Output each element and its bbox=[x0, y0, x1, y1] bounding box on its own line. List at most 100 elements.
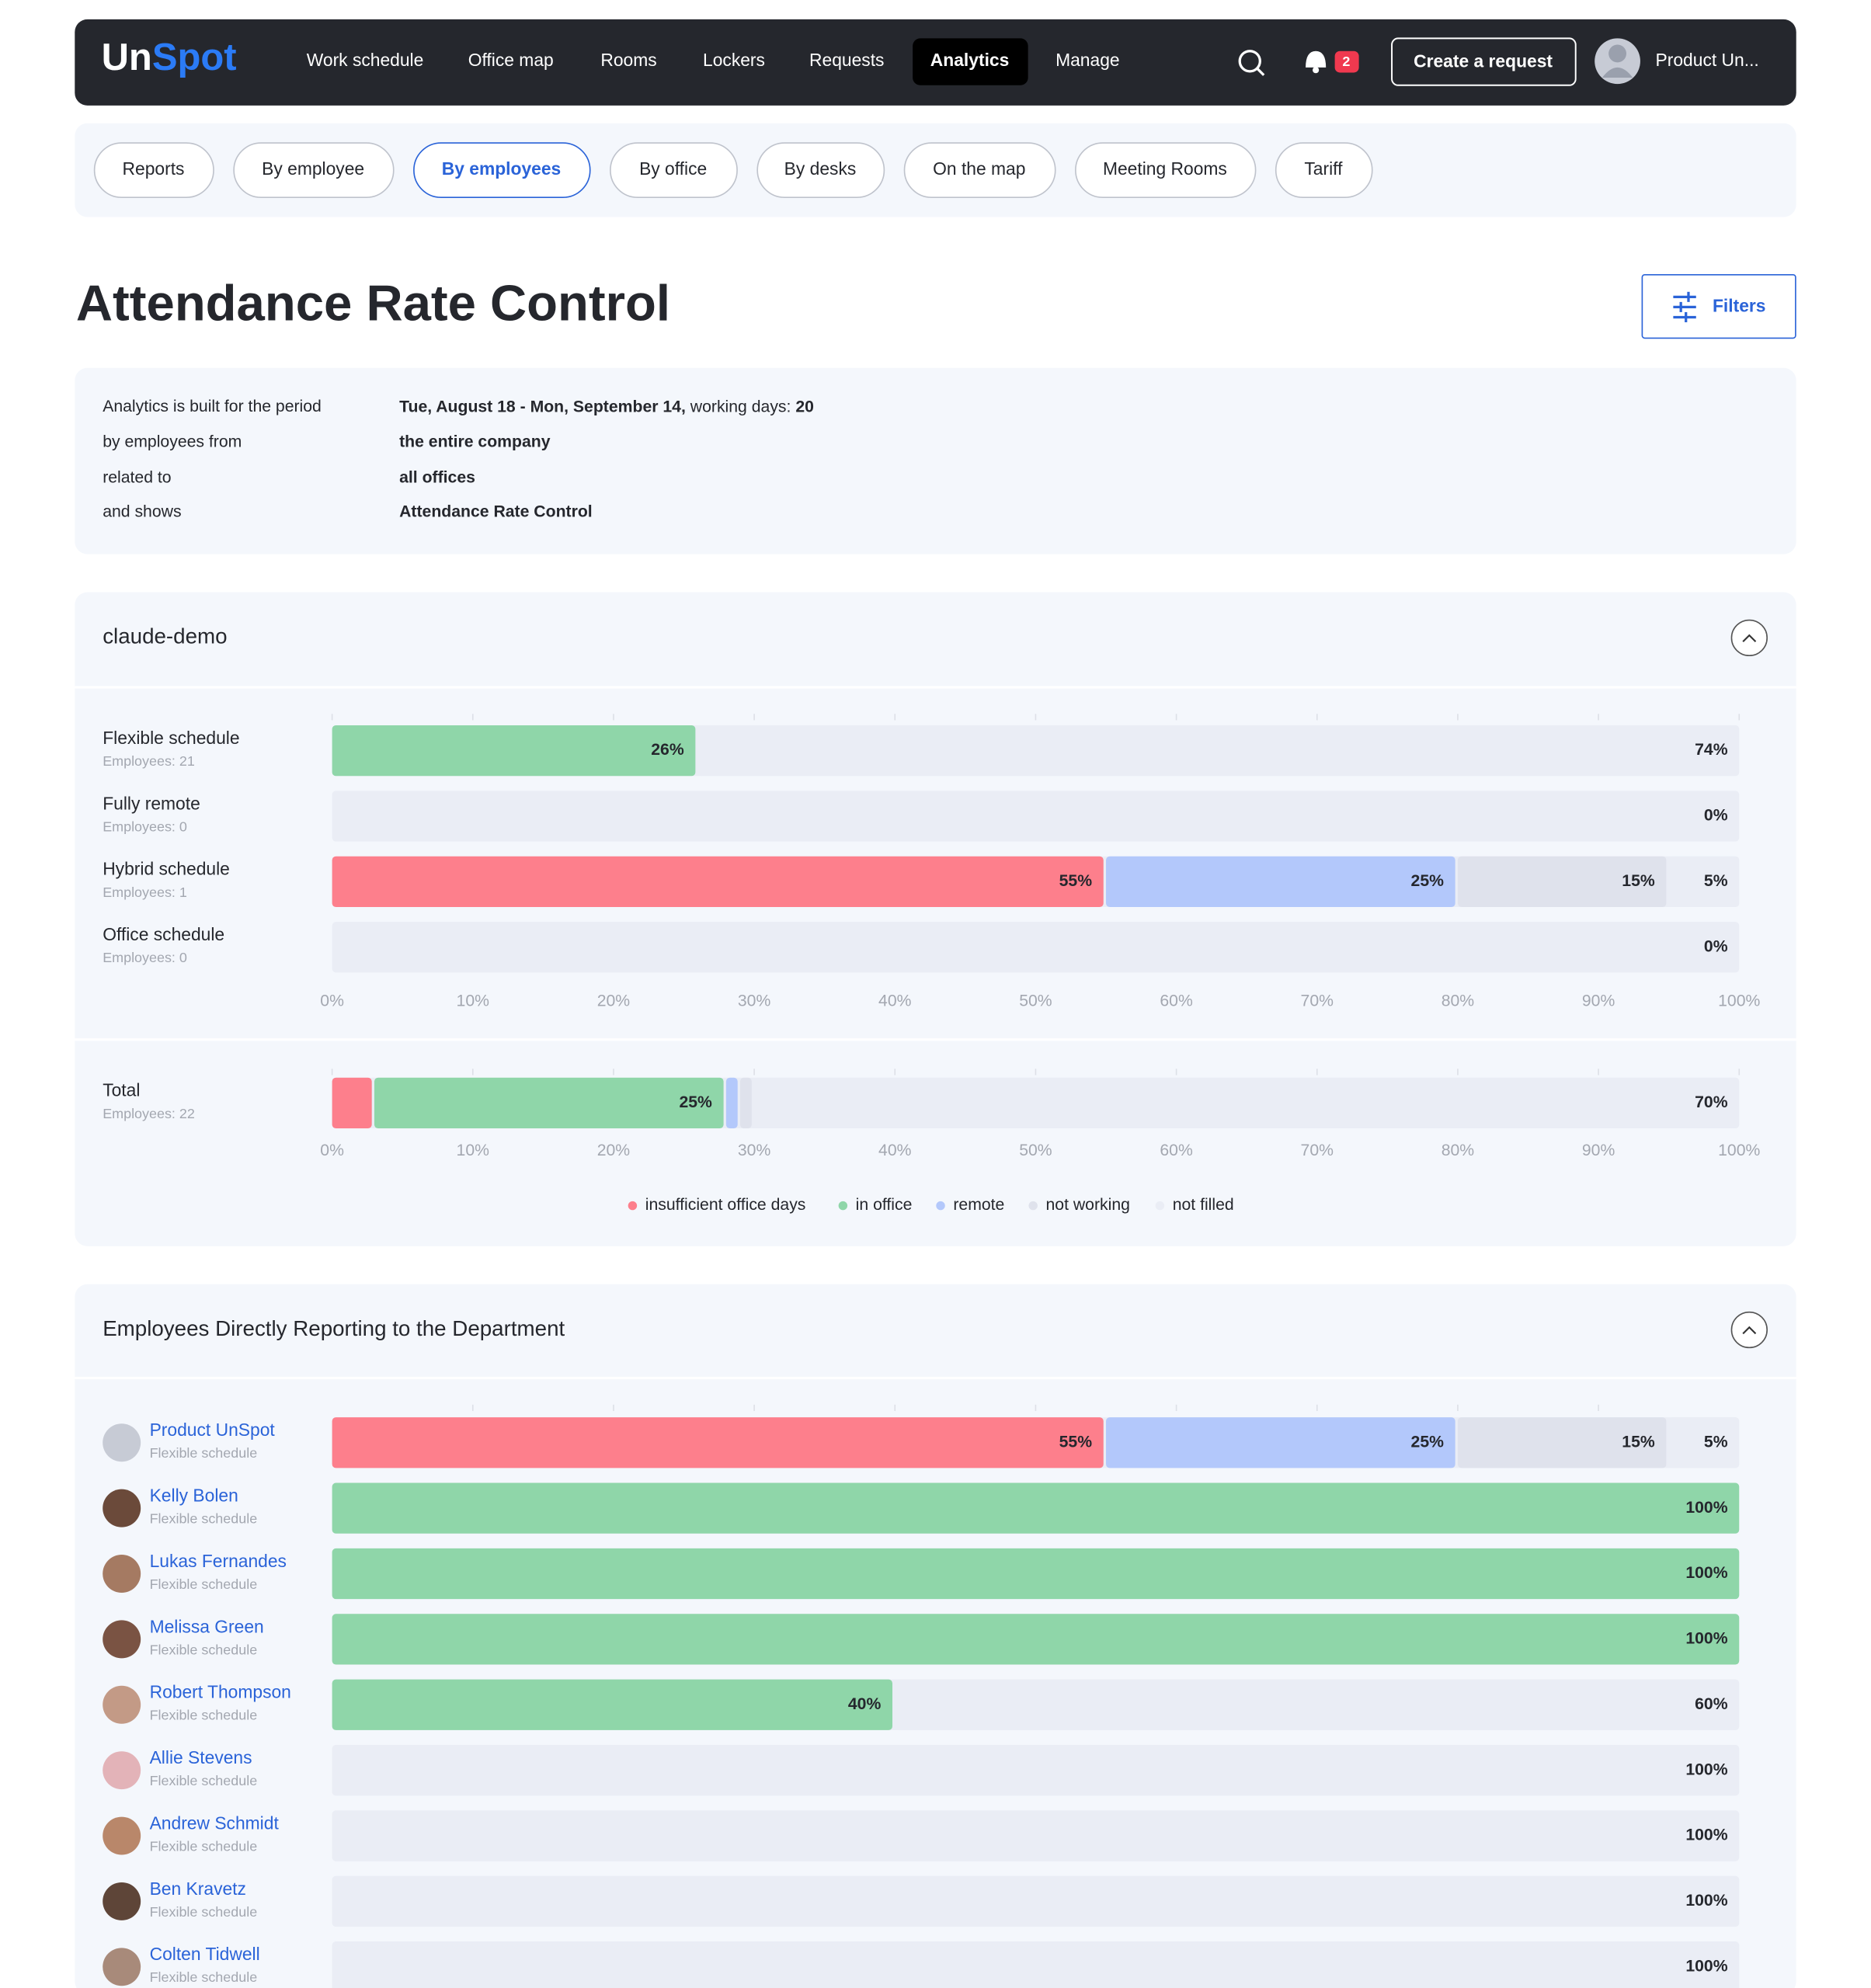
nav-item[interactable]: Manage bbox=[1055, 50, 1120, 70]
category-label[interactable]: Ben Kravetz bbox=[150, 1879, 246, 1899]
legend-label: insufficient office days bbox=[645, 1196, 806, 1214]
nav-item[interactable]: Requests bbox=[809, 50, 884, 70]
bar-segment bbox=[332, 1548, 1740, 1600]
tab[interactable] bbox=[413, 142, 591, 199]
x-tick-label: 40% bbox=[878, 1142, 912, 1159]
tab[interactable] bbox=[1275, 142, 1373, 199]
avatar bbox=[103, 1555, 141, 1594]
nav-item[interactable]: Work schedule bbox=[307, 50, 424, 70]
category-label[interactable]: Allie Stevens bbox=[150, 1747, 252, 1767]
create-button[interactable] bbox=[1391, 37, 1577, 86]
avatar bbox=[103, 1423, 141, 1462]
avatar bbox=[103, 1489, 141, 1527]
bell-icon[interactable] bbox=[1306, 50, 1327, 74]
tab[interactable] bbox=[233, 142, 395, 199]
value-label: 26% bbox=[651, 741, 684, 759]
x-tick-label: 10% bbox=[457, 992, 490, 1010]
category-note: Flexible schedule bbox=[150, 1642, 258, 1657]
logo-spot: Spot bbox=[152, 36, 237, 78]
nav-item[interactable]: Office map bbox=[468, 50, 554, 70]
tab[interactable] bbox=[610, 142, 738, 199]
legend-label: not filled bbox=[1173, 1196, 1234, 1214]
category-note: Employees: 22 bbox=[103, 1106, 195, 1121]
working-days: 20 bbox=[795, 398, 814, 415]
x-tick-label: 40% bbox=[878, 992, 912, 1010]
value-label: 0% bbox=[1704, 937, 1728, 955]
tab[interactable] bbox=[93, 142, 214, 199]
tab-label: By employee bbox=[262, 158, 364, 179]
divider bbox=[75, 686, 1796, 689]
logo[interactable]: UnSpot bbox=[102, 36, 237, 78]
value-label: 60% bbox=[1695, 1695, 1728, 1713]
category-label[interactable]: Colten Tidwell bbox=[150, 1944, 260, 1964]
category-label[interactable]: Melissa Green bbox=[150, 1616, 264, 1636]
value-label: 74% bbox=[1695, 741, 1728, 759]
nav-item[interactable]: Lockers bbox=[703, 50, 765, 70]
legend-swatch bbox=[1028, 1201, 1038, 1211]
value-label: 100% bbox=[1685, 1892, 1727, 1910]
x-tick-label: 100% bbox=[1718, 992, 1760, 1010]
tab[interactable] bbox=[903, 142, 1056, 199]
category-note: Flexible schedule bbox=[150, 1904, 258, 1920]
active-nav-bg bbox=[913, 38, 1028, 85]
category-label: Total bbox=[103, 1080, 140, 1100]
value-label: 0% bbox=[1704, 807, 1728, 825]
tab[interactable] bbox=[1075, 142, 1257, 199]
x-tick-label: 10% bbox=[457, 1142, 490, 1159]
summary-value: all offices bbox=[399, 468, 475, 486]
value-label: 15% bbox=[1622, 872, 1655, 890]
tab-label: Tariff bbox=[1304, 158, 1343, 179]
x-tick-label: 50% bbox=[1019, 992, 1052, 1010]
nav-item[interactable]: Rooms bbox=[600, 50, 656, 70]
filters-icon bbox=[1673, 291, 1696, 322]
filters-label: Filters bbox=[1713, 295, 1766, 315]
bar-segment bbox=[1106, 856, 1455, 908]
value-label: 70% bbox=[1695, 1093, 1728, 1111]
user-name[interactable]: Product Un... bbox=[1656, 50, 1759, 70]
category-note: Employees: 0 bbox=[103, 950, 187, 965]
bar-segment bbox=[739, 1077, 752, 1129]
create-button-label: Create a request bbox=[1414, 50, 1553, 71]
bar-segment bbox=[332, 1614, 1740, 1665]
summary-box bbox=[75, 367, 1796, 554]
x-tick-label: 0% bbox=[320, 1142, 344, 1159]
tab-label: By office bbox=[639, 158, 707, 179]
bar-segment bbox=[332, 1482, 1740, 1534]
summary-label: and shows bbox=[103, 502, 181, 520]
working-days-label: working days: bbox=[690, 398, 791, 415]
bar-segment bbox=[1457, 1417, 1667, 1468]
avatar bbox=[103, 1685, 141, 1724]
value-label: 100% bbox=[1685, 1564, 1727, 1582]
x-tick-label: 70% bbox=[1301, 1142, 1334, 1159]
category-label[interactable]: Product UnSpot bbox=[150, 1420, 276, 1440]
category-label[interactable]: Lukas Fernandes bbox=[150, 1551, 287, 1571]
bar-segment bbox=[332, 1679, 893, 1730]
bar-segment bbox=[332, 1417, 1104, 1468]
category-label[interactable]: Robert Thompson bbox=[150, 1682, 291, 1702]
bar-segment bbox=[374, 1077, 724, 1129]
search-icon[interactable] bbox=[1238, 50, 1265, 76]
nav-item[interactable]: Analytics bbox=[930, 50, 1010, 70]
category-note: Flexible schedule bbox=[150, 1708, 258, 1723]
value-label: 55% bbox=[1059, 1433, 1093, 1451]
filters-button[interactable] bbox=[1641, 273, 1796, 339]
tab[interactable] bbox=[756, 142, 885, 199]
bar-segment bbox=[332, 1875, 1740, 1927]
collapse-button[interactable] bbox=[1730, 619, 1768, 657]
category-label[interactable]: Kelly Bolen bbox=[150, 1485, 238, 1505]
x-tick-label: 90% bbox=[1582, 1142, 1615, 1159]
category-label: Hybrid schedule bbox=[103, 859, 230, 879]
bar-segment bbox=[1668, 856, 1740, 908]
user-avatar[interactable] bbox=[1595, 38, 1640, 85]
x-tick-label: 80% bbox=[1442, 992, 1475, 1010]
avatar bbox=[103, 1948, 141, 1986]
category-label[interactable]: Andrew Schmidt bbox=[150, 1812, 280, 1833]
collapse-button[interactable] bbox=[1730, 1311, 1768, 1349]
avatar bbox=[103, 1620, 141, 1659]
badge bbox=[1334, 50, 1359, 73]
tab-label: Meeting Rooms bbox=[1103, 158, 1227, 179]
value-label: 55% bbox=[1059, 872, 1093, 890]
value-label: 25% bbox=[679, 1093, 712, 1111]
legend-swatch bbox=[838, 1201, 848, 1211]
bar-segment bbox=[697, 725, 1740, 777]
